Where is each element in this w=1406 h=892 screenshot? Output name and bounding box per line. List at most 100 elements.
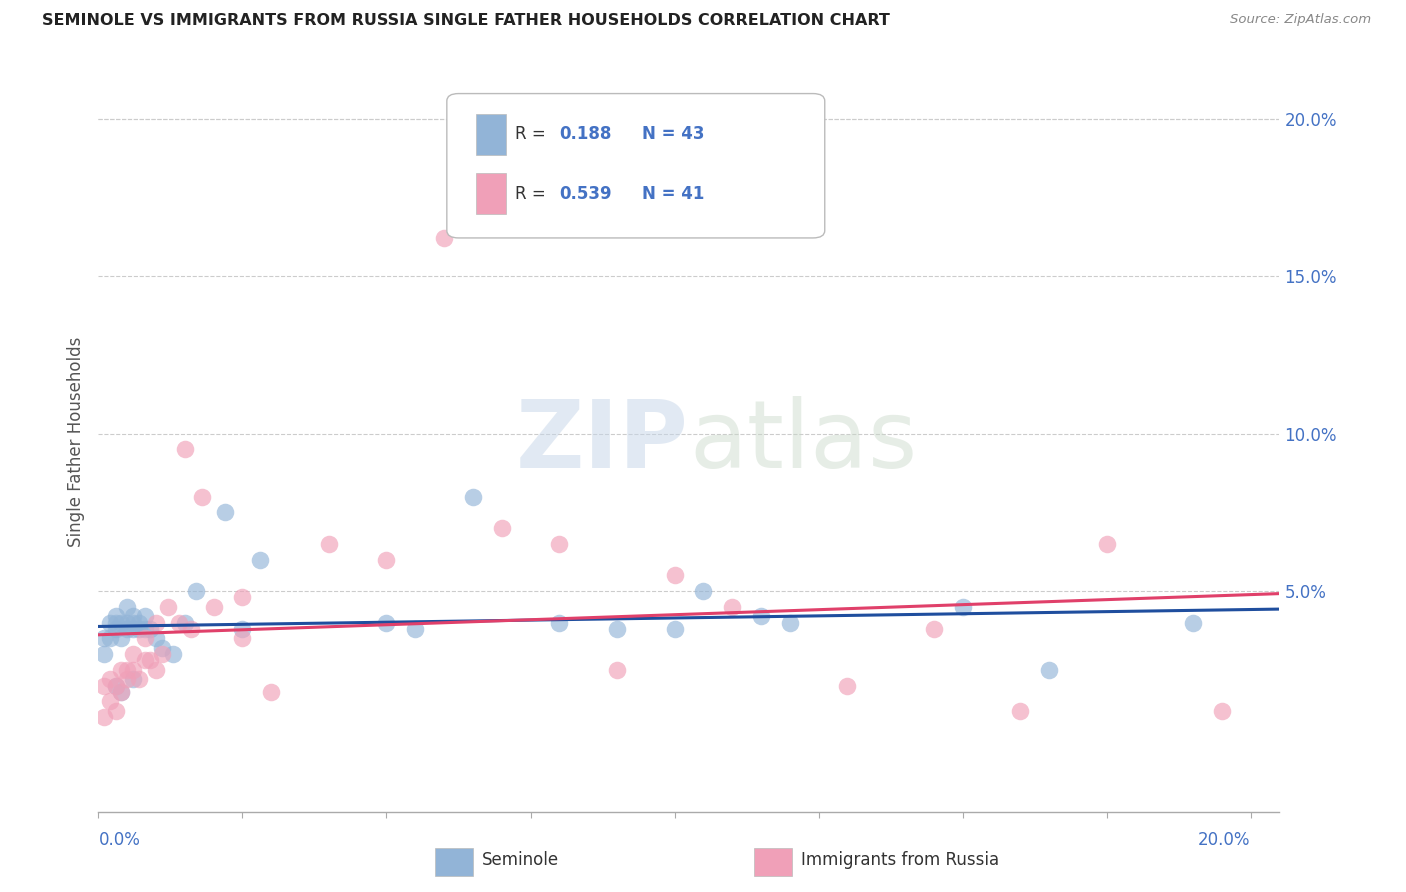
- Point: [1182, 615, 1205, 630]
- Point: [214, 505, 236, 519]
- Point: [104, 609, 127, 624]
- Point: [145, 615, 167, 630]
- Point: [249, 552, 271, 566]
- Point: [231, 632, 253, 646]
- Text: N = 43: N = 43: [641, 125, 704, 144]
- Point: [491, 521, 513, 535]
- Point: [150, 640, 173, 655]
- Point: [548, 615, 571, 630]
- Text: R =: R =: [516, 125, 551, 144]
- Point: [104, 622, 127, 636]
- FancyBboxPatch shape: [447, 94, 825, 238]
- Point: [404, 622, 426, 636]
- Point: [122, 673, 145, 687]
- Y-axis label: Single Father Households: Single Father Households: [67, 336, 86, 547]
- Point: [180, 622, 202, 636]
- Point: [128, 615, 150, 630]
- Point: [173, 615, 195, 630]
- Point: [134, 653, 156, 667]
- Point: [145, 632, 167, 646]
- Point: [98, 694, 121, 708]
- Point: [122, 663, 145, 677]
- Point: [115, 599, 138, 614]
- Point: [104, 704, 127, 718]
- Point: [134, 609, 156, 624]
- Point: [952, 599, 974, 614]
- Point: [231, 622, 253, 636]
- Text: 0.188: 0.188: [560, 125, 612, 144]
- Point: [162, 647, 184, 661]
- Point: [98, 632, 121, 646]
- Point: [110, 632, 132, 646]
- Text: 0.0%: 0.0%: [98, 830, 141, 848]
- Text: R =: R =: [516, 185, 551, 202]
- Point: [104, 679, 127, 693]
- Point: [1211, 704, 1233, 718]
- Point: [104, 679, 127, 693]
- Point: [375, 552, 398, 566]
- Text: 0.539: 0.539: [560, 185, 612, 202]
- Point: [110, 685, 132, 699]
- Point: [110, 663, 132, 677]
- Point: [115, 673, 138, 687]
- Text: 20.0%: 20.0%: [1198, 830, 1251, 848]
- Text: Immigrants from Russia: Immigrants from Russia: [801, 851, 1000, 869]
- FancyBboxPatch shape: [477, 114, 506, 154]
- Point: [1010, 704, 1032, 718]
- Point: [664, 622, 686, 636]
- Point: [156, 599, 179, 614]
- Point: [167, 615, 190, 630]
- Point: [375, 615, 398, 630]
- Point: [721, 599, 744, 614]
- Point: [433, 231, 456, 245]
- Point: [128, 673, 150, 687]
- Point: [110, 685, 132, 699]
- FancyBboxPatch shape: [477, 173, 506, 214]
- Point: [606, 622, 628, 636]
- Point: [186, 584, 208, 599]
- Point: [837, 679, 859, 693]
- Point: [173, 442, 195, 457]
- Point: [145, 663, 167, 677]
- Point: [128, 622, 150, 636]
- Point: [260, 685, 283, 699]
- Point: [93, 632, 115, 646]
- Point: [548, 537, 571, 551]
- Point: [115, 663, 138, 677]
- Point: [98, 673, 121, 687]
- Text: atlas: atlas: [689, 395, 917, 488]
- Point: [606, 663, 628, 677]
- Point: [139, 622, 162, 636]
- Point: [93, 647, 115, 661]
- Point: [692, 584, 714, 599]
- Point: [1038, 663, 1060, 677]
- FancyBboxPatch shape: [754, 848, 792, 876]
- Point: [231, 591, 253, 605]
- Point: [93, 710, 115, 724]
- Point: [318, 537, 340, 551]
- Point: [664, 568, 686, 582]
- Point: [202, 599, 225, 614]
- Text: Seminole: Seminole: [482, 851, 560, 869]
- Text: N = 41: N = 41: [641, 185, 704, 202]
- Point: [122, 609, 145, 624]
- Point: [150, 647, 173, 661]
- Point: [779, 615, 801, 630]
- Text: SEMINOLE VS IMMIGRANTS FROM RUSSIA SINGLE FATHER HOUSEHOLDS CORRELATION CHART: SEMINOLE VS IMMIGRANTS FROM RUSSIA SINGL…: [42, 13, 890, 29]
- Point: [115, 622, 138, 636]
- Point: [122, 647, 145, 661]
- Point: [93, 679, 115, 693]
- Point: [134, 622, 156, 636]
- Point: [461, 490, 484, 504]
- Point: [122, 615, 145, 630]
- Point: [191, 490, 214, 504]
- Point: [922, 622, 945, 636]
- Text: Source: ZipAtlas.com: Source: ZipAtlas.com: [1230, 13, 1371, 27]
- Point: [139, 653, 162, 667]
- Point: [134, 632, 156, 646]
- Point: [115, 615, 138, 630]
- Text: ZIP: ZIP: [516, 395, 689, 488]
- Point: [749, 609, 772, 624]
- FancyBboxPatch shape: [434, 848, 472, 876]
- Point: [1095, 537, 1118, 551]
